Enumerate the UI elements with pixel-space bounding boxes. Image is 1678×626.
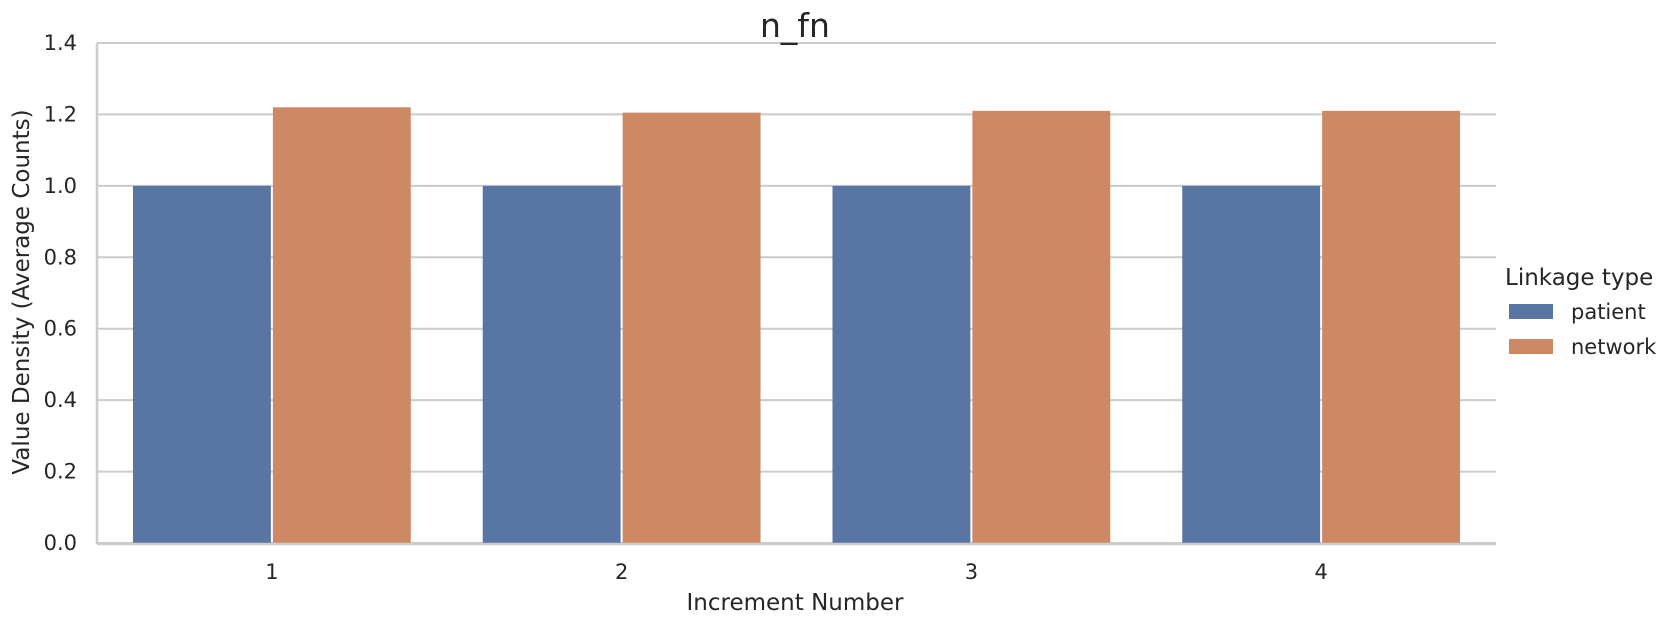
legend-items: patient network <box>1509 300 1657 359</box>
y-tick-label: 0.2 <box>44 460 77 484</box>
y-tick-label: 1.2 <box>44 102 77 126</box>
x-tick-label: 4 <box>1314 560 1327 584</box>
legend: Linkage type patient network <box>1505 265 1657 359</box>
x-tick-labels: 1 2 3 4 <box>265 560 1328 584</box>
y-tick-labels: 0.0 0.2 0.4 0.6 0.8 1.0 1.2 1.4 <box>44 31 77 555</box>
y-tick-label: 1.0 <box>44 174 77 198</box>
y-tick-label: 0.8 <box>44 245 77 269</box>
bar-network-2 <box>622 112 761 544</box>
bar-network-3 <box>972 110 1111 543</box>
legend-label-patient: patient <box>1571 300 1646 324</box>
x-axis-title: Increment Number <box>687 590 905 616</box>
bar-patient-2 <box>482 185 621 543</box>
x-tick-label: 2 <box>615 560 628 584</box>
y-tick-label: 0.4 <box>44 388 77 412</box>
y-tick-label: 1.4 <box>44 31 77 55</box>
x-tick-label: 1 <box>265 560 278 584</box>
legend-swatch-patient <box>1509 304 1553 319</box>
y-axis-title: Value Density (Average Counts) <box>9 109 35 474</box>
legend-label-network: network <box>1571 335 1657 359</box>
bar-network-4 <box>1322 110 1461 543</box>
bars <box>132 107 1461 544</box>
bar-network-1 <box>272 107 411 544</box>
bar-patient-4 <box>1182 185 1321 543</box>
bar-patient-1 <box>132 185 271 543</box>
bar-patient-3 <box>832 185 971 543</box>
y-tick-label: 0.0 <box>44 531 77 555</box>
y-tick-label: 0.6 <box>44 317 77 341</box>
legend-swatch-network <box>1509 339 1553 354</box>
legend-title: Linkage type <box>1505 265 1653 291</box>
chart-title: n_fn <box>760 6 830 45</box>
axes <box>95 43 1496 546</box>
x-tick-label: 3 <box>965 560 978 584</box>
